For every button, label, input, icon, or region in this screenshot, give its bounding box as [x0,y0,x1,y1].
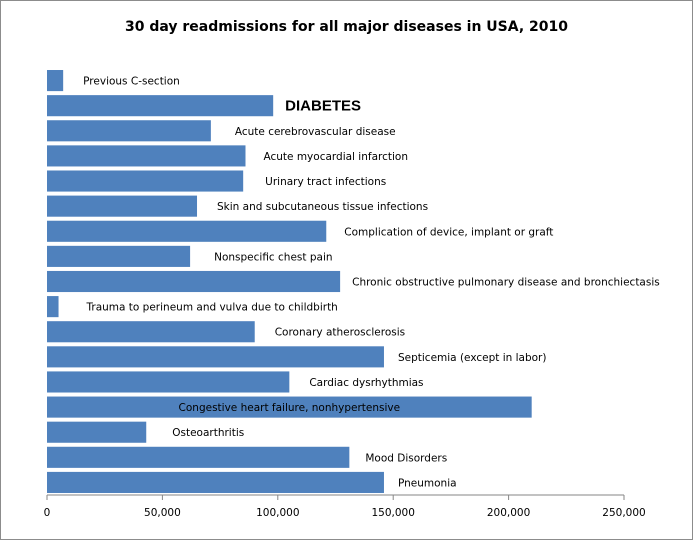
bar-chronic-obstructive-pulmonary-disease-and-bronchiectasis [47,270,341,293]
bars-layer [47,70,532,493]
category-label-chronic-obstructive-pulmonary-disease-and-bronchiectasis: Chronic obstructive pulmonary disease an… [352,277,660,289]
x-tick-label-0: 0 [44,507,51,519]
category-label-cardiac-dysrhythmias: Cardiac dysrhythmias [309,377,423,389]
bar-osteoarthritis [47,421,147,443]
x-tick-label-150000: 150,000 [371,507,414,519]
category-label-nonspecific-chest-pain: Nonspecific chest pain [214,251,332,263]
bar-mood-disorders [47,446,350,468]
x-tick-label-250000: 250,000 [602,507,645,519]
bar-septicemia-except-in-labor [47,346,384,368]
category-label-septicemia-except-in-labor: Septicemia (except in labor) [398,352,546,364]
category-label-osteoarthritis: Osteoarthritis [172,427,244,439]
x-tick-label-200000: 200,000 [487,507,530,519]
bar-congestive-heart-failure-nonhypertensive [47,396,532,418]
bar-urinary-tract-infections [47,170,244,192]
bar-skin-and-subcutaneous-tissue-infections [47,195,198,217]
labels-layer: Previous C-section DIABETES Acute cerebrov… [83,76,660,490]
bar-pneumonia [47,471,384,493]
category-label-acute-cerebrovascular-disease: Acute cerebrovascular disease [235,126,396,138]
category-label-skin-and-subcutaneous-tissue-infections: Skin and subcutaneous tissue infections [217,201,428,213]
category-label-complication-of-device-implant-or-graft: Complication of device, implant or graft [344,226,553,238]
bar-cardiac-dysrhythmias [47,371,290,393]
bar-trauma-to-perineum-and-vulva-due-to-childbirth [47,296,59,318]
bar-diabetes [47,95,274,117]
category-label-coronary-atherosclerosis: Coronary atherosclerosis [275,327,405,339]
category-label-diabetes: DIABETES [285,98,361,115]
chart-title: 30 day readmissions for all major diseas… [124,19,569,35]
bar-complication-of-device-implant-or-graft [47,220,327,242]
bar-acute-cerebrovascular-disease [47,120,211,142]
bar-previous-c-section [47,70,64,92]
bar-coronary-atherosclerosis [47,321,255,343]
category-label-congestive-heart-failure-nonhypertensive: Congestive heart failure, nonhypertensiv… [179,402,401,414]
x-axis: 0 50,000 100,000 150,000 200,000 250,000 [44,494,646,519]
x-tick-label-50000: 50,000 [144,507,181,519]
category-label-mood-disorders: Mood Disorders [365,452,447,464]
category-label-previous-c-section: Previous C-section [83,76,180,88]
bar-acute-myocardial-infarction [47,145,246,167]
bar-nonspecific-chest-pain [47,245,191,267]
category-label-acute-myocardial-infarction: Acute myocardial infarction [263,151,408,163]
category-label-urinary-tract-infections: Urinary tract infections [265,176,386,188]
category-label-trauma-to-perineum-and-vulva-due-to-childbirth: Trauma to perineum and vulva due to chil… [86,302,338,314]
category-label-pneumonia: Pneumonia [398,477,457,489]
x-tick-label-100000: 100,000 [256,507,299,519]
